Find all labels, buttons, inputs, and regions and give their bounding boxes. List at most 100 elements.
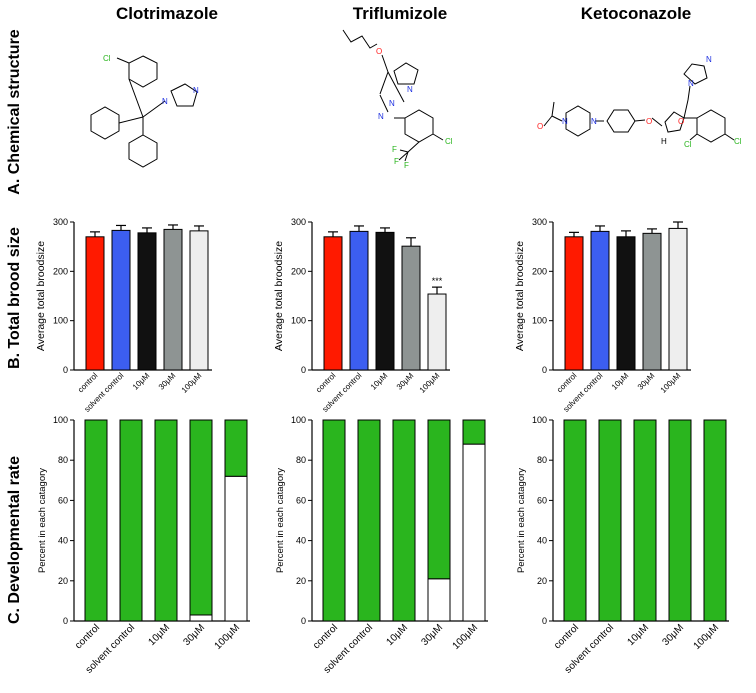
development-chart-ketoconazole: 0 20 40 60 80 100 Percent in each catagory cont… xyxy=(516,415,729,676)
atom-label: O xyxy=(376,47,382,56)
development-chart-triflumizole: 0 20 40 60 80 100 Percent in each catagory cont… xyxy=(275,415,488,676)
imidazole-ring xyxy=(683,63,708,85)
y-axis-label: Average total broodsize xyxy=(273,241,285,351)
bar xyxy=(111,229,131,371)
propoxy-chain xyxy=(342,29,378,49)
y-tick-label: 0 xyxy=(63,616,68,626)
clotrimazole-structure xyxy=(90,55,198,168)
atom-label: F xyxy=(392,145,397,154)
ketoconazole-structure xyxy=(543,63,735,143)
x-tick-label: 100μM xyxy=(418,371,442,395)
x-tick-label: 30μM xyxy=(661,622,687,648)
atom-label: Cl xyxy=(103,54,111,63)
y-tick-label: 200 xyxy=(53,266,68,276)
y-tick-label: 80 xyxy=(58,455,68,465)
row-label-chemical-structure: A. Chemical structure xyxy=(6,29,23,194)
phenyl-ring-2 xyxy=(696,109,726,143)
x-tick-label: 10μM xyxy=(626,622,652,648)
x-tick-label: 30μM xyxy=(395,371,416,392)
y-tick-label: 20 xyxy=(537,576,547,586)
stacked-bar-segment xyxy=(427,419,451,580)
y-tick-label: 60 xyxy=(296,495,306,505)
phenyl-ring-left xyxy=(90,106,120,140)
bar xyxy=(189,230,209,371)
phenyl-ring-bottom xyxy=(128,134,158,168)
significance-label: *** xyxy=(432,276,443,286)
y-tick-label: 0 xyxy=(63,365,68,375)
x-tick-label: 100μM xyxy=(692,622,722,652)
stacked-bar-segment xyxy=(189,614,213,622)
stacked-bar-segment xyxy=(357,419,381,622)
bar xyxy=(375,231,395,371)
bar xyxy=(401,245,421,371)
atom-label: N xyxy=(591,117,597,126)
x-tick-label: control xyxy=(314,371,338,395)
x-tick-label: control xyxy=(76,371,100,395)
stacked-bar-segment xyxy=(154,419,178,622)
stacked-bar-segment xyxy=(427,578,451,622)
atom-label: O xyxy=(537,122,543,131)
piperazine-ring xyxy=(565,105,591,137)
y-tick-label: 60 xyxy=(58,495,68,505)
y-tick-label: 300 xyxy=(532,217,547,227)
triflumizole-structure xyxy=(342,29,444,162)
x-tick-label: control xyxy=(73,622,102,651)
y-tick-label: 300 xyxy=(291,217,306,227)
x-tick-label: 30μM xyxy=(420,622,446,648)
stacked-bar-segment xyxy=(224,475,248,622)
y-tick-label: 60 xyxy=(537,495,547,505)
stacked-bar-segment xyxy=(462,443,486,622)
dioxolane-ring xyxy=(664,111,685,133)
imidazole-ring xyxy=(170,83,198,107)
title-triflumizole: Triflumizole xyxy=(353,4,447,23)
bar xyxy=(564,236,584,371)
y-tick-label: 0 xyxy=(542,365,547,375)
y-tick-label: 100 xyxy=(53,316,68,326)
atom-label: Cl xyxy=(734,137,742,146)
title-ketoconazole: Ketoconazole xyxy=(581,4,692,23)
stacked-bar-segment xyxy=(224,419,248,477)
development-chart-clotrimazole: 0 20 40 60 80 100 Percent in each catagory cont… xyxy=(37,415,250,676)
stacked-bar-segment xyxy=(189,419,213,616)
x-tick-label: 100μM xyxy=(659,371,683,395)
x-tick-label: 100μM xyxy=(451,622,481,652)
y-axis-label: Percent in each catagory xyxy=(516,468,527,573)
y-tick-label: 0 xyxy=(301,365,306,375)
y-tick-label: 200 xyxy=(291,266,306,276)
x-tick-label: 30μM xyxy=(157,371,178,392)
atom-label: N xyxy=(193,86,199,95)
y-tick-label: 20 xyxy=(58,576,68,586)
y-tick-label: 100 xyxy=(291,415,306,425)
atom-label: N xyxy=(162,97,168,106)
brood-chart-triflumizole: 0 100 200 300 Average total broodsize control… xyxy=(273,217,450,414)
x-tick-label: 30μM xyxy=(182,622,208,648)
stacked-bar-segment xyxy=(119,419,143,622)
title-clotrimazole: Clotrimazole xyxy=(116,4,218,23)
phenyl-ring-1 xyxy=(606,109,636,133)
stacked-bar-segment xyxy=(563,419,587,622)
stacked-bar-segment xyxy=(703,419,727,622)
x-tick-label: 10μM xyxy=(369,371,390,392)
stacked-bar-segment xyxy=(392,419,416,622)
atom-label: Cl xyxy=(684,140,692,149)
phenyl-ring-top xyxy=(128,55,158,88)
atom-label: Cl xyxy=(445,137,453,146)
atom-label: H xyxy=(661,137,667,146)
atom-label: F xyxy=(394,157,399,166)
y-tick-label: 20 xyxy=(296,576,306,586)
y-axis-label: Percent in each catagory xyxy=(275,468,286,573)
stacked-bar-segment xyxy=(84,419,108,622)
stacked-bar-segment xyxy=(322,419,346,622)
y-tick-label: 100 xyxy=(532,316,547,326)
bar xyxy=(642,232,662,371)
bar xyxy=(349,230,369,371)
row-label-developmental-rate: C. Developmental rate xyxy=(6,456,23,624)
stacked-bar-segment xyxy=(668,419,692,622)
y-tick-label: 0 xyxy=(301,616,306,626)
x-tick-label: control xyxy=(552,622,581,651)
y-tick-label: 100 xyxy=(291,316,306,326)
x-tick-label: 30μM xyxy=(636,371,657,392)
atom-label: F xyxy=(404,161,409,170)
y-tick-label: 40 xyxy=(537,536,547,546)
